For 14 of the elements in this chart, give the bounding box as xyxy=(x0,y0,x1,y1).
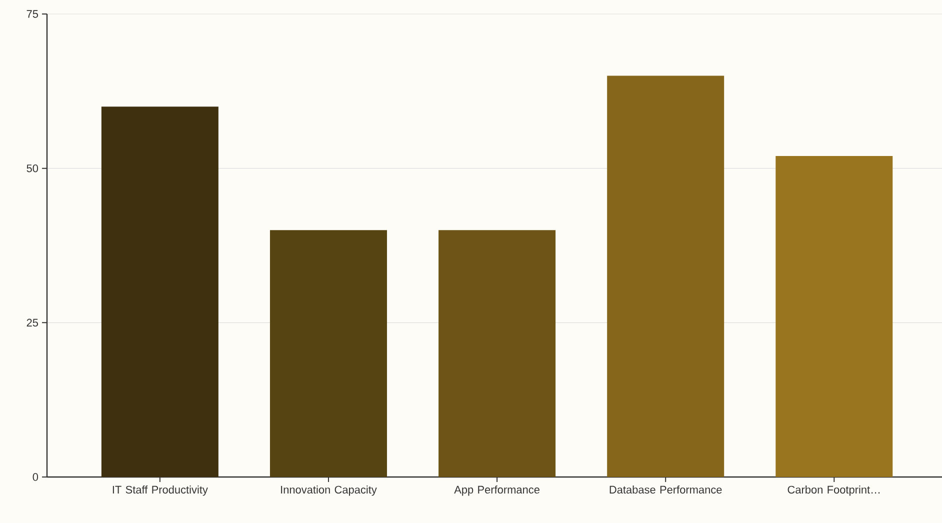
bar xyxy=(776,156,893,477)
y-tick-label: 25 xyxy=(26,318,38,327)
x-tick-label: Database Performance xyxy=(610,486,722,494)
y-tick-label: 75 xyxy=(26,10,38,18)
y-tick-label: 50 xyxy=(26,164,38,172)
bar xyxy=(101,106,218,477)
bar xyxy=(438,230,556,477)
y-tick-label: 0 xyxy=(32,473,38,481)
x-tick-label: App Performance xyxy=(454,486,540,496)
bar xyxy=(270,230,387,477)
x-tick-label: IT Staff Productivity xyxy=(112,486,208,496)
bar xyxy=(607,76,724,477)
x-tick-label: Carbon Footprint… xyxy=(788,486,880,496)
x-tick-label: Innovation Capacity xyxy=(281,486,377,496)
